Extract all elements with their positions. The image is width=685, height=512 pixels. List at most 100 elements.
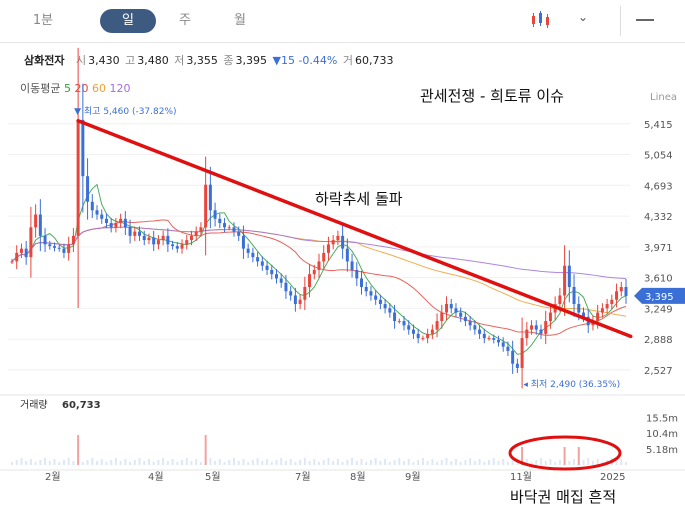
volume-bar <box>86 460 89 465</box>
candle-body <box>142 235 146 241</box>
volume-value: 60,733 <box>354 54 394 67</box>
chevron-down-icon[interactable]: ⌄ <box>578 10 589 24</box>
candle-body <box>341 235 345 249</box>
candle-body <box>468 321 472 326</box>
ma-120-line <box>11 226 627 280</box>
candle-body <box>430 329 434 334</box>
moving-average-legend: 이동평균 5 20 60 120 <box>20 80 130 96</box>
candle-body <box>397 321 401 323</box>
candle-body <box>43 235 47 245</box>
y-tick-label: 2,888 <box>644 335 673 346</box>
candle-body <box>57 247 61 249</box>
candle-body <box>62 248 66 253</box>
volume-bar <box>421 458 424 465</box>
candle-body <box>104 218 108 224</box>
volume-bar <box>39 460 42 465</box>
y-tick-label: 2,527 <box>644 366 673 377</box>
volume-bar <box>266 459 269 465</box>
candle-body <box>615 291 619 300</box>
candle-body <box>482 333 486 339</box>
tab-1min[interactable]: 1분 <box>32 13 54 28</box>
ma-120[interactable]: 120 <box>109 82 131 95</box>
volume-bar <box>440 460 443 465</box>
volume-bar <box>162 458 165 465</box>
candle-body <box>152 237 156 245</box>
volume-bar <box>119 461 122 465</box>
candle-body <box>312 269 316 275</box>
volume-bar <box>15 460 18 465</box>
stock-name: 삼화전자 <box>24 54 65 67</box>
high-marker-label: ▼ 최고 5,460 (-37.82%) <box>74 106 176 117</box>
candle-body <box>270 269 274 275</box>
ma-label: 이동평균 <box>20 82 61 95</box>
candle-body <box>548 312 552 322</box>
change-value: ▼15 -0.44% <box>272 54 338 67</box>
volume-bar <box>459 462 462 465</box>
candle-body <box>100 214 104 219</box>
candle-body <box>435 321 439 330</box>
volume-bar <box>256 458 259 465</box>
volume-bar <box>549 459 552 465</box>
volume-bar <box>625 462 627 465</box>
volume-bar <box>596 459 599 465</box>
candle-body <box>90 201 94 211</box>
volume-bar <box>539 458 542 465</box>
volume-bar <box>568 461 571 465</box>
candle-body <box>454 308 458 313</box>
volume-bar <box>351 458 354 465</box>
volume-bar <box>232 458 235 465</box>
volume-tick-label: 5.18m <box>646 445 678 456</box>
volume-bar <box>289 459 292 465</box>
candle-body <box>383 304 387 309</box>
volume-bar <box>72 461 75 465</box>
y-tick-label: 5,054 <box>644 151 673 162</box>
x-tick-label: 9월 <box>405 471 421 483</box>
candle-body <box>360 278 364 287</box>
candle-body <box>298 299 302 305</box>
menu-icon[interactable] <box>636 12 656 32</box>
volume-bar <box>25 461 28 465</box>
candlestick-chart-icon[interactable] <box>528 8 556 36</box>
candle-body <box>459 312 463 317</box>
candle-body <box>345 248 349 262</box>
candle-body <box>208 184 212 211</box>
volume-bar <box>105 462 108 465</box>
candle-body <box>15 252 19 262</box>
tab-month[interactable]: 월 <box>234 13 246 28</box>
volume-bar <box>223 462 226 465</box>
candle-body <box>534 325 538 330</box>
tab-day[interactable]: 일 <box>100 9 156 33</box>
x-tick-label: 8월 <box>350 471 366 483</box>
candle-body <box>279 278 283 283</box>
volume-bar <box>195 459 198 465</box>
ma-5[interactable]: 5 <box>63 82 71 95</box>
scale-type-label[interactable]: Linea <box>650 92 677 103</box>
annotation-tariff: 관세전쟁 - 희토류 이슈 <box>420 87 564 105</box>
x-tick-label: 7월 <box>295 471 311 483</box>
candle-body <box>402 321 406 326</box>
candle-body <box>147 237 151 241</box>
volume-bar <box>261 461 264 465</box>
candle-body <box>293 295 297 305</box>
volume-bar <box>242 459 245 465</box>
candle-body <box>492 338 496 340</box>
tab-week[interactable]: 주 <box>179 13 191 28</box>
candle-body <box>10 261 14 263</box>
volume-bar <box>237 461 240 465</box>
candle-body <box>175 246 179 249</box>
candle-body <box>501 342 505 347</box>
candle-body <box>421 338 425 340</box>
ma-60[interactable]: 60 <box>91 82 106 95</box>
candle-body <box>138 231 142 236</box>
volume-bar <box>29 459 32 465</box>
volume-bar <box>365 462 368 465</box>
volume-bar <box>620 459 623 465</box>
volume-bar <box>199 462 202 465</box>
volume-bar <box>322 460 325 465</box>
volume-bar <box>369 460 372 465</box>
volume-tick-label: 10.4m <box>646 429 678 440</box>
volume-bar <box>58 462 61 465</box>
candle-body <box>336 235 340 241</box>
candle-body <box>326 244 330 253</box>
x-tick-label: 2월 <box>45 471 61 483</box>
